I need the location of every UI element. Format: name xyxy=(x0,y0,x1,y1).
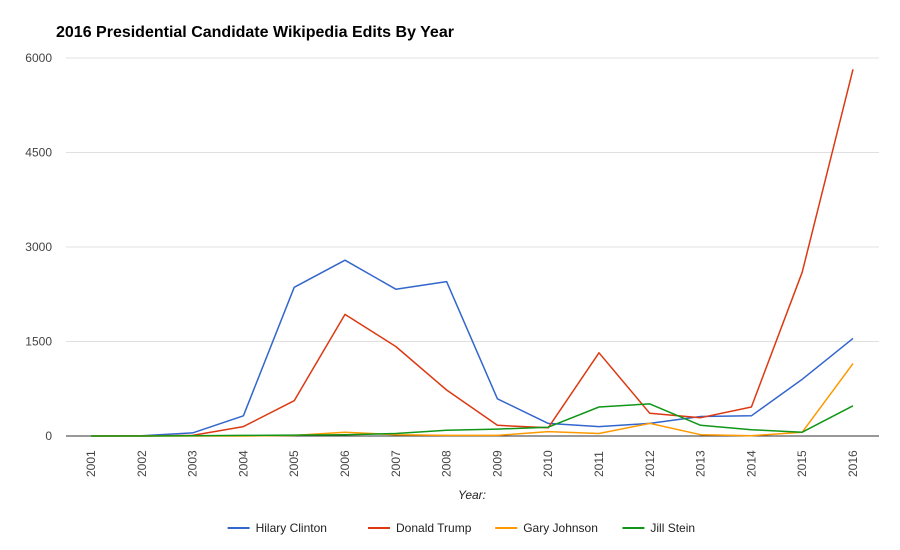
x-axis: 2001 2002 2003 2004 2005 2006 2007 2008 2009 2010… xyxy=(84,450,860,477)
chart-title: 2016 Presidential Candidate Wikipedia Ed… xyxy=(56,24,454,41)
legend-item-donald-trump[interactable]: Donald Trump xyxy=(368,521,472,535)
legend: Hilary Clinton Donald Trump Gary Johnson Ji… xyxy=(227,521,695,535)
legend-label: Gary Johnson xyxy=(523,521,598,535)
x-tick-label: 2004 xyxy=(236,450,250,477)
series-line-hilary-clinton xyxy=(90,259,854,437)
x-tick-label: 2016 xyxy=(846,450,860,477)
y-axis: 0 1500 3000 4500 6000 xyxy=(25,51,52,443)
series-line-gary-johnson xyxy=(91,363,854,437)
series xyxy=(90,69,854,437)
series-line-donald-trump xyxy=(91,69,854,437)
legend-label: Hilary Clinton xyxy=(256,521,327,535)
legend-item-hilary-clinton[interactable]: Hilary Clinton xyxy=(227,521,327,535)
x-tick-label: 2014 xyxy=(744,450,758,477)
legend-label: Jill Stein xyxy=(650,521,695,535)
x-tick-label: 2001 xyxy=(84,450,98,477)
x-tick-label: 2006 xyxy=(338,450,352,477)
x-tick-label: 2008 xyxy=(440,450,454,477)
x-tick-label: 2010 xyxy=(541,450,555,477)
x-axis-label: Year: xyxy=(458,488,486,502)
x-tick-label: 2013 xyxy=(694,450,708,477)
x-tick-label: 2009 xyxy=(490,450,504,477)
y-tick-label: 1500 xyxy=(25,335,52,349)
grid xyxy=(66,57,879,342)
legend-item-gary-johnson[interactable]: Gary Johnson xyxy=(495,521,598,535)
legend-item-jill-stein[interactable]: Jill Stein xyxy=(622,521,695,535)
y-tick-label: 0 xyxy=(45,429,52,443)
y-tick-label: 4500 xyxy=(25,146,52,160)
x-tick-label: 2015 xyxy=(795,450,809,477)
legend-label: Donald Trump xyxy=(396,521,472,535)
x-tick-label: 2002 xyxy=(135,450,149,477)
series-line-jill-stein xyxy=(91,403,854,437)
x-tick-label: 2003 xyxy=(186,450,200,477)
x-tick-label: 2007 xyxy=(389,450,403,477)
x-tick-label: 2011 xyxy=(592,451,606,477)
x-tick-label: 2012 xyxy=(643,450,657,477)
y-tick-label: 6000 xyxy=(25,51,52,65)
x-tick-label: 2005 xyxy=(287,450,301,477)
y-tick-label: 3000 xyxy=(25,240,52,254)
